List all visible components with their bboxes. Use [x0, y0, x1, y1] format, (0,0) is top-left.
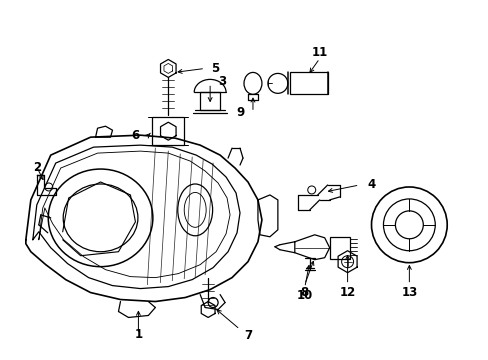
Text: 8: 8: [300, 286, 308, 299]
Bar: [329, 237, 349, 259]
Text: 6: 6: [131, 129, 139, 142]
Text: 10: 10: [296, 289, 312, 302]
Text: 4: 4: [366, 179, 375, 192]
Text: 11: 11: [311, 46, 327, 59]
Text: 7: 7: [244, 329, 251, 342]
Bar: [200, 92, 220, 110]
Text: 3: 3: [218, 75, 225, 88]
Text: 9: 9: [235, 106, 244, 119]
Bar: [289, 72, 327, 94]
Text: 12: 12: [339, 286, 355, 299]
Text: 2: 2: [33, 161, 41, 174]
Text: 5: 5: [210, 62, 219, 75]
Text: 1: 1: [134, 328, 142, 341]
Text: 13: 13: [401, 286, 417, 299]
Bar: [152, 117, 184, 145]
